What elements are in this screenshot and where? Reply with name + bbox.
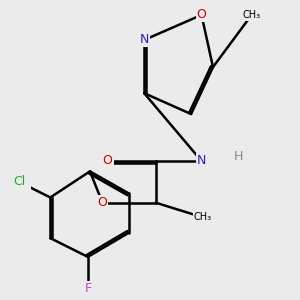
Text: H: H <box>233 150 243 163</box>
Text: O: O <box>98 196 107 209</box>
Text: CH₃: CH₃ <box>194 212 211 222</box>
Text: O: O <box>103 154 112 167</box>
Text: O: O <box>196 8 206 21</box>
Text: F: F <box>84 282 92 295</box>
Text: CH₃: CH₃ <box>242 10 261 20</box>
Text: N: N <box>140 34 149 46</box>
Text: N: N <box>197 154 206 167</box>
Text: Cl: Cl <box>13 175 25 188</box>
